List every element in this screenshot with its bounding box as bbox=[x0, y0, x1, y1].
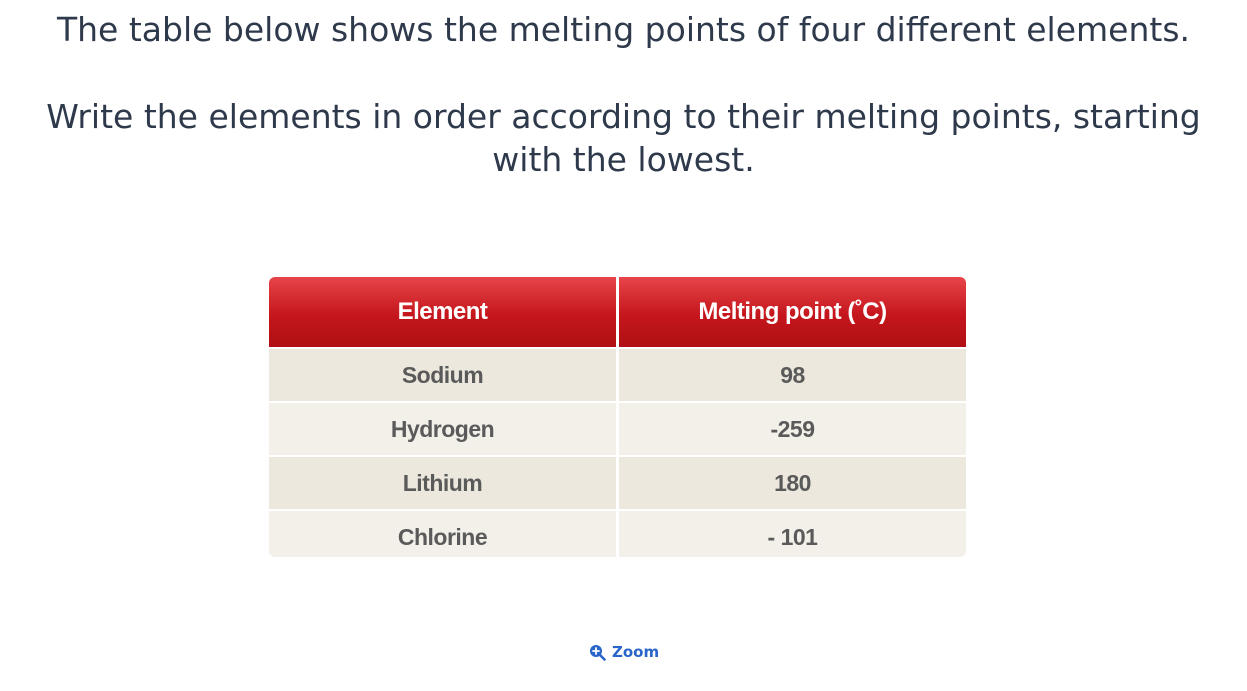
table-row: Sodium 98 bbox=[269, 347, 966, 402]
table-header-row: Element Melting point (˚C) bbox=[269, 277, 966, 348]
zoom-button[interactable]: Zoom bbox=[589, 643, 659, 661]
zoom-label: Zoom bbox=[612, 643, 660, 661]
question-instruction: Write the elements in order according to… bbox=[46, 97, 1201, 179]
melting-point-cell: 180 bbox=[617, 455, 966, 510]
table-row: Lithium 180 bbox=[269, 455, 966, 510]
element-cell: Sodium bbox=[269, 347, 619, 402]
question-intro: The table below shows the melting points… bbox=[56, 10, 1191, 49]
element-cell: Lithium bbox=[269, 455, 619, 510]
header-melting-point: Melting point (˚C) bbox=[617, 277, 966, 348]
data-table: Element Melting point (˚C) Sodium 98 Hyd… bbox=[269, 277, 966, 557]
header-element: Element bbox=[269, 277, 619, 348]
question-text: The table below shows the melting points… bbox=[0, 8, 1247, 181]
melting-point-cell: - 101 bbox=[617, 509, 966, 557]
zoom-in-icon bbox=[589, 644, 606, 661]
element-cell: Chlorine bbox=[269, 509, 619, 557]
melting-points-table: Element Melting point (˚C) Sodium 98 Hyd… bbox=[269, 277, 966, 557]
table-row: Chlorine - 101 bbox=[269, 509, 966, 557]
table-row: Hydrogen -259 bbox=[269, 401, 966, 456]
melting-point-cell: 98 bbox=[617, 347, 966, 402]
element-cell: Hydrogen bbox=[269, 401, 619, 456]
melting-point-cell: -259 bbox=[617, 401, 966, 456]
